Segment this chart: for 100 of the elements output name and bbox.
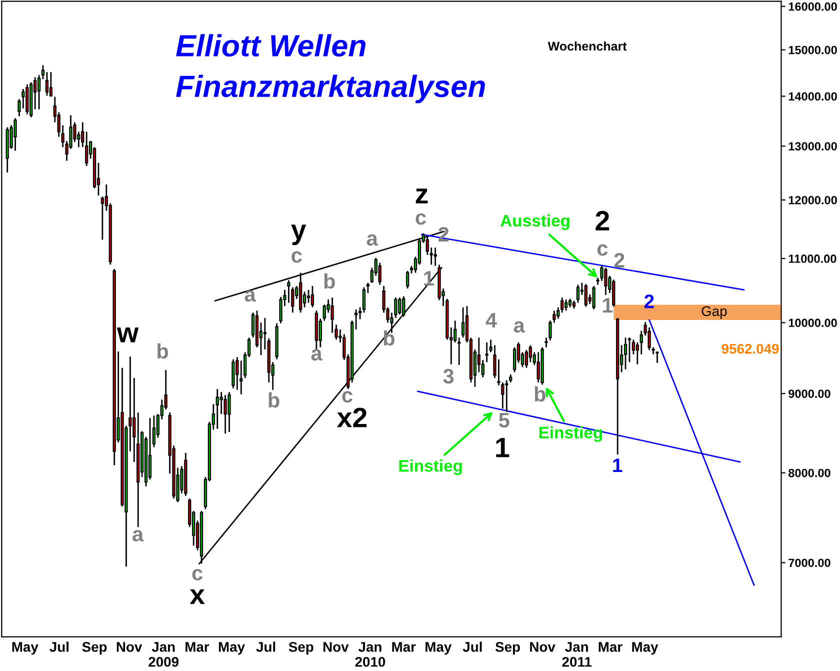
candlestick [41, 64, 45, 80]
x-tick-label: Jan 2009 [148, 642, 179, 667]
annotation: c [292, 251, 302, 263]
x-tick-label: May [218, 642, 245, 655]
x-tick-label: Jul [256, 642, 276, 652]
candlestick [512, 346, 516, 373]
x-tick-label: Jul [462, 642, 482, 652]
candlestick [378, 262, 382, 286]
candlestick [236, 356, 239, 391]
y-tick-label: 12000.00 [788, 196, 837, 204]
candlestick [584, 283, 588, 308]
x-tick-label: May [12, 642, 38, 655]
y-tick-label: 8000.00 [788, 468, 830, 478]
candlestick [148, 417, 152, 480]
candlestick [528, 344, 532, 363]
x-tick-label: Mar [186, 642, 210, 652]
candlestick [224, 394, 227, 434]
annotation: w [116, 328, 139, 342]
candlestick [576, 284, 580, 304]
x-tick-label: Sep [82, 642, 107, 655]
annotation: 1 [424, 271, 434, 286]
y-tick-label: 14000.00 [788, 92, 837, 101]
band-label: Gap [702, 306, 727, 319]
x-tick-label: Nov [116, 642, 142, 652]
annotation: 3 [443, 368, 454, 384]
annotation: 2 [596, 210, 610, 230]
candlestick [592, 285, 596, 310]
candlestick [37, 74, 41, 110]
annotation: x [190, 589, 205, 604]
candlestick [612, 278, 616, 308]
annotation: 9562.049 [722, 344, 779, 354]
x-tick-label: May [632, 642, 658, 655]
annotation: Ausstieg [500, 214, 570, 230]
candlestick [604, 267, 608, 296]
candlestick [310, 285, 314, 308]
candlestick [656, 350, 659, 364]
candlestick [362, 286, 366, 314]
candlestick [524, 349, 528, 369]
annotation: Einstieg [539, 426, 602, 442]
text: Finanzmarktanalysen [176, 74, 485, 104]
x-tick-label: May [426, 642, 452, 655]
annotation: b [384, 330, 394, 346]
y-tick-label: 15000.00 [788, 46, 837, 54]
annotation: b [534, 386, 546, 402]
candlestick [228, 391, 231, 433]
x-tick-label: Nov [323, 642, 349, 652]
candlestick [461, 306, 465, 338]
annotation: b [324, 273, 335, 289]
annotation: a [514, 321, 525, 333]
candlestick [628, 336, 632, 363]
x-tick-label: Mar [598, 642, 622, 652]
y-tick-label: 9000.00 [788, 390, 830, 398]
candlestick [100, 196, 104, 241]
candlestick [624, 336, 628, 370]
annotation: 5 [498, 413, 510, 428]
y-tick-label: 7000.00 [788, 558, 830, 568]
annotation: a [244, 290, 256, 302]
annotation: Einstieg [399, 459, 462, 476]
candlestick [14, 118, 17, 152]
candlestick [232, 358, 235, 390]
annotation: x2 [336, 408, 367, 428]
candlestick [434, 246, 437, 267]
annotation: c [597, 244, 608, 256]
annotation: y [291, 224, 306, 246]
annotation: Wochenchart [548, 41, 627, 51]
candlestick [26, 84, 29, 115]
candlestick [330, 296, 334, 334]
annotation: 1 [602, 298, 613, 312]
candlestick [152, 414, 156, 448]
annotation: 2 [644, 294, 654, 308]
candlestick [22, 88, 25, 110]
text: Elliott Wellen [176, 34, 366, 57]
x-tick-label: Jul [50, 642, 68, 652]
annotation: 1 [496, 438, 510, 458]
candlestick [354, 308, 358, 330]
x-tick-label: Nov [530, 642, 556, 652]
candlestick [263, 317, 266, 350]
x-tick-label: Sep [288, 642, 314, 655]
candlestick [216, 388, 219, 430]
candlestick [564, 298, 568, 312]
candlestick [366, 282, 370, 294]
annotation: a [132, 530, 144, 542]
candlestick [402, 296, 406, 318]
candlestick [306, 289, 310, 304]
candlestick [398, 296, 402, 316]
y-tick-label: 16000.00 [788, 2, 837, 11]
annotation: 4 [486, 313, 497, 328]
y-tick-label: 10000.00 [788, 318, 837, 328]
annotation: 2 [614, 252, 624, 268]
candlestick [45, 71, 49, 96]
x-tick-label: Mar [392, 642, 416, 652]
annotation: c [416, 213, 426, 225]
annotation: c [342, 391, 352, 403]
candlestick [406, 270, 410, 290]
annotation: 1 [613, 458, 622, 472]
candlestick [536, 352, 540, 384]
x-tick-label: Jan 2011 [562, 642, 592, 667]
annotation: a [366, 234, 378, 246]
annotation: b [268, 392, 280, 408]
y-tick-label: 13000.00 [788, 142, 837, 151]
